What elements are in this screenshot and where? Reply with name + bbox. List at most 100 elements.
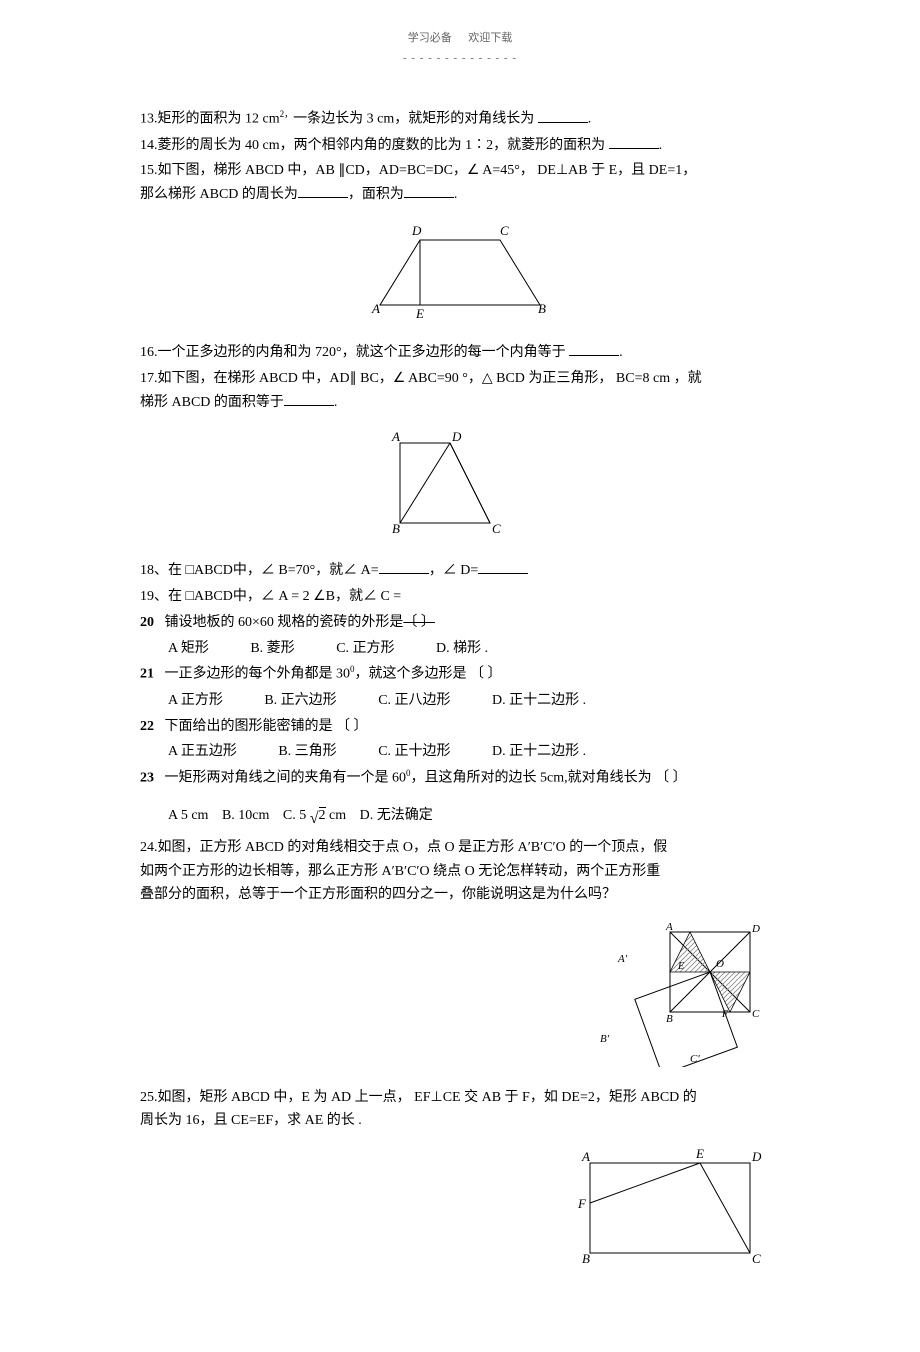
fig4-C: C xyxy=(752,1251,761,1266)
q21-opt-a: A 正方形 xyxy=(168,689,223,713)
sqrt-icon: √ xyxy=(310,810,319,827)
fig1-E: E xyxy=(415,306,424,321)
q23-sqrt-val: 2 xyxy=(319,807,326,823)
question-17: 17.如下图，在梯形 ABCD 中，AD∥ BC，∠ ABC=90 °，△ BC… xyxy=(140,367,780,415)
q21-opt-b: B. 正六边形 xyxy=(264,689,336,713)
question-23: 23 一矩形两对角线之间的夹角有一个是 600，且这角所对的边长 5cm,就对角… xyxy=(140,766,780,828)
q17-line2: 梯形 ABCD 的面积等于 xyxy=(140,395,284,410)
fig4-A: A xyxy=(581,1149,590,1164)
fig4-D: D xyxy=(751,1149,762,1164)
q16-blank xyxy=(569,341,619,356)
q22-text: 下面给出的图形能密铺的是 〔 〕 xyxy=(165,719,368,734)
q17-line1: 17.如下图，在梯形 ABCD 中，AD∥ BC，∠ ABC=90 °，△ BC… xyxy=(140,367,780,391)
q20-opt-b: B. 菱形 xyxy=(250,637,294,661)
q25-line2: 周长为 16，且 CE=EF，求 AE 的长 . xyxy=(140,1109,780,1133)
header-dashes: - - - - - - - - - - - - - - xyxy=(140,50,780,68)
q23-opt-b: B. 10cm xyxy=(222,804,269,828)
question-16: 16.一个正多边形的内角和为 720°，就这个正多边形的每一个内角等于 . xyxy=(140,341,780,365)
fig25-svg: A B C D E F xyxy=(570,1143,770,1273)
fig24-svg: A B C D A′ B′ C′ O E F xyxy=(590,917,770,1067)
question-13: 13.矩形的面积为 12 cm2，一条边长为 3 cm，就矩形的对角线长为 . xyxy=(140,107,780,131)
q17-blank xyxy=(284,391,334,406)
q22-opt-d: D. 正十二边形 . xyxy=(492,740,586,764)
q23-text-a: 一矩形两对角线之间的夹角有一个是 60 xyxy=(165,771,407,786)
question-19: 19、在 □ABCD中，∠ A = 2 ∠B，就∠ C = xyxy=(140,585,780,609)
q18-text-b: ，∠ D= xyxy=(429,563,479,578)
q24-line2: 如两个正方形的边长相等，那么正方形 A′B′C′O 绕点 O 无论怎样转动，两个… xyxy=(140,860,780,884)
q23-text-b: ，且这角所对的边长 5cm,就对角线长为 〔 〕 xyxy=(411,771,687,786)
q23-opt-c-label: C. 5 xyxy=(283,808,306,823)
q16-text-b: . xyxy=(619,345,623,360)
fig2-A: A xyxy=(391,429,400,444)
figure-17: A B C D xyxy=(140,423,780,551)
fig3-D: D xyxy=(751,923,760,935)
q24-line1: 24.如图，正方形 ABCD 的对角线相交于点 O，点 O 是正方形 A′B′C… xyxy=(140,836,780,860)
question-25: 25.如图，矩形 ABCD 中，E 为 AD 上一点， EF⊥CE 交 AB 于… xyxy=(140,1086,780,1134)
q23-num: 23 xyxy=(140,771,154,786)
q20-opt-d: D. 梯形 . xyxy=(436,637,488,661)
q21-opt-d: D. 正十二边形 . xyxy=(492,689,586,713)
fig4-E: E xyxy=(695,1146,704,1161)
q13-text-c: . xyxy=(588,112,592,127)
q15-line2c: . xyxy=(454,187,458,202)
fig2-C: C xyxy=(492,521,501,536)
fig2-B: B xyxy=(392,521,400,536)
fig4-F: F xyxy=(577,1196,587,1211)
figure-15: A B C D E xyxy=(140,215,780,333)
q15-line2-wrap: 那么梯形 ABCD 的周长为，面积为. xyxy=(140,183,780,207)
question-21: 21 一正多边形的每个外角都是 300，就这个多边形是 〔 〕 A 正方形 B.… xyxy=(140,662,780,712)
fig2-D: D xyxy=(451,429,462,444)
fig3-A: A xyxy=(665,921,673,933)
q14-blank xyxy=(609,134,659,149)
q15-line2b: ，面积为 xyxy=(348,187,404,202)
q23-options: A 5 cm B. 10cm C. 5 √2 cm D. 无法确定 xyxy=(168,801,780,828)
fig3-Bp: B′ xyxy=(600,1033,610,1045)
q21-text-a: 一正多边形的每个外角都是 30 xyxy=(165,667,351,682)
q20-text: 铺设地板的 60×60 规格的瓷砖的外形是 xyxy=(165,615,404,630)
trapezoid-svg: A B C D E xyxy=(350,215,570,325)
fig1-B: B xyxy=(538,301,546,316)
q14-text-b: . xyxy=(659,138,663,153)
q22-opt-c: C. 正十边形 xyxy=(378,740,450,764)
q20-bracket: 〔 〕 xyxy=(403,615,435,630)
q21-options: A 正方形 B. 正六边形 C. 正八边形 D. 正十二边形 . xyxy=(168,689,780,713)
q17-line2-wrap: 梯形 ABCD 的面积等于. xyxy=(140,391,780,415)
q15-blank1 xyxy=(298,183,348,198)
fig1-C: C xyxy=(500,223,509,238)
header-right: 欢迎下载 xyxy=(468,32,512,44)
fig3-C: C xyxy=(752,1008,760,1020)
q18-blank2 xyxy=(478,559,528,574)
q18-blank1 xyxy=(379,559,429,574)
question-18: 18、在 □ABCD中，∠ B=70°，就∠ A= ，∠ D= xyxy=(140,559,780,583)
fig3-Cp: C′ xyxy=(690,1053,700,1065)
fig1-D: D xyxy=(411,223,422,238)
figure-25: A B C D E F xyxy=(140,1143,780,1281)
q22-opt-a: A 正五边形 xyxy=(168,740,237,764)
question-15: 15.如下图，梯形 ABCD 中，AB ∥CD，AD=BC=DC，∠ A=45°… xyxy=(140,159,780,207)
q23-opt-c-cm: cm xyxy=(326,808,347,823)
q22-options: A 正五边形 B. 三角形 C. 正十边形 D. 正十二边形 . xyxy=(168,740,780,764)
fig4-B: B xyxy=(582,1251,590,1266)
q24-line3: 叠部分的面积，总等于一个正方形面积的四分之一，你能说明这是为什么吗？ xyxy=(140,883,780,907)
fig17-svg: A B C D xyxy=(360,423,560,543)
q20-opt-a: A 矩形 xyxy=(168,637,209,661)
fig1-A: A xyxy=(371,301,380,316)
q25-line1: 25.如图，矩形 ABCD 中，E 为 AD 上一点， EF⊥CE 交 AB 于… xyxy=(140,1086,780,1110)
q13-text-a: 13.矩形的面积为 12 cm xyxy=(140,112,280,127)
figure-24: A B C D A′ B′ C′ O E F xyxy=(140,917,780,1075)
fig3-Ap: A′ xyxy=(617,953,628,965)
q18-text-a: 18、在 □ABCD中，∠ B=70°，就∠ A= xyxy=(140,563,379,578)
fig3-O: O xyxy=(716,958,724,970)
q14-text-a: 14.菱形的周长为 40 cm，两个相邻内角的度数的比为 1∶2，就菱形的面积为 xyxy=(140,138,609,153)
q20-options: A 矩形 B. 菱形 C. 正方形 D. 梯形 . xyxy=(168,637,780,661)
q15-line1: 15.如下图，梯形 ABCD 中，AB ∥CD，AD=BC=DC，∠ A=45°… xyxy=(140,159,780,183)
q23-opt-d: D. 无法确定 xyxy=(360,804,433,828)
q15-blank2 xyxy=(404,183,454,198)
q13-sup: 2， xyxy=(280,109,294,119)
q23-opt-c: C. 5 √2 cm xyxy=(283,801,346,828)
q22-num: 22 xyxy=(140,719,154,734)
q21-text-b: ，就这个多边形是 〔 〕 xyxy=(355,667,502,682)
q16-text-a: 16.一个正多边形的内角和为 720°，就这个正多边形的每一个内角等于 xyxy=(140,345,569,360)
fig3-E: E xyxy=(677,961,684,972)
q13-text-b: 一条边长为 3 cm，就矩形的对角线长为 xyxy=(293,112,538,127)
